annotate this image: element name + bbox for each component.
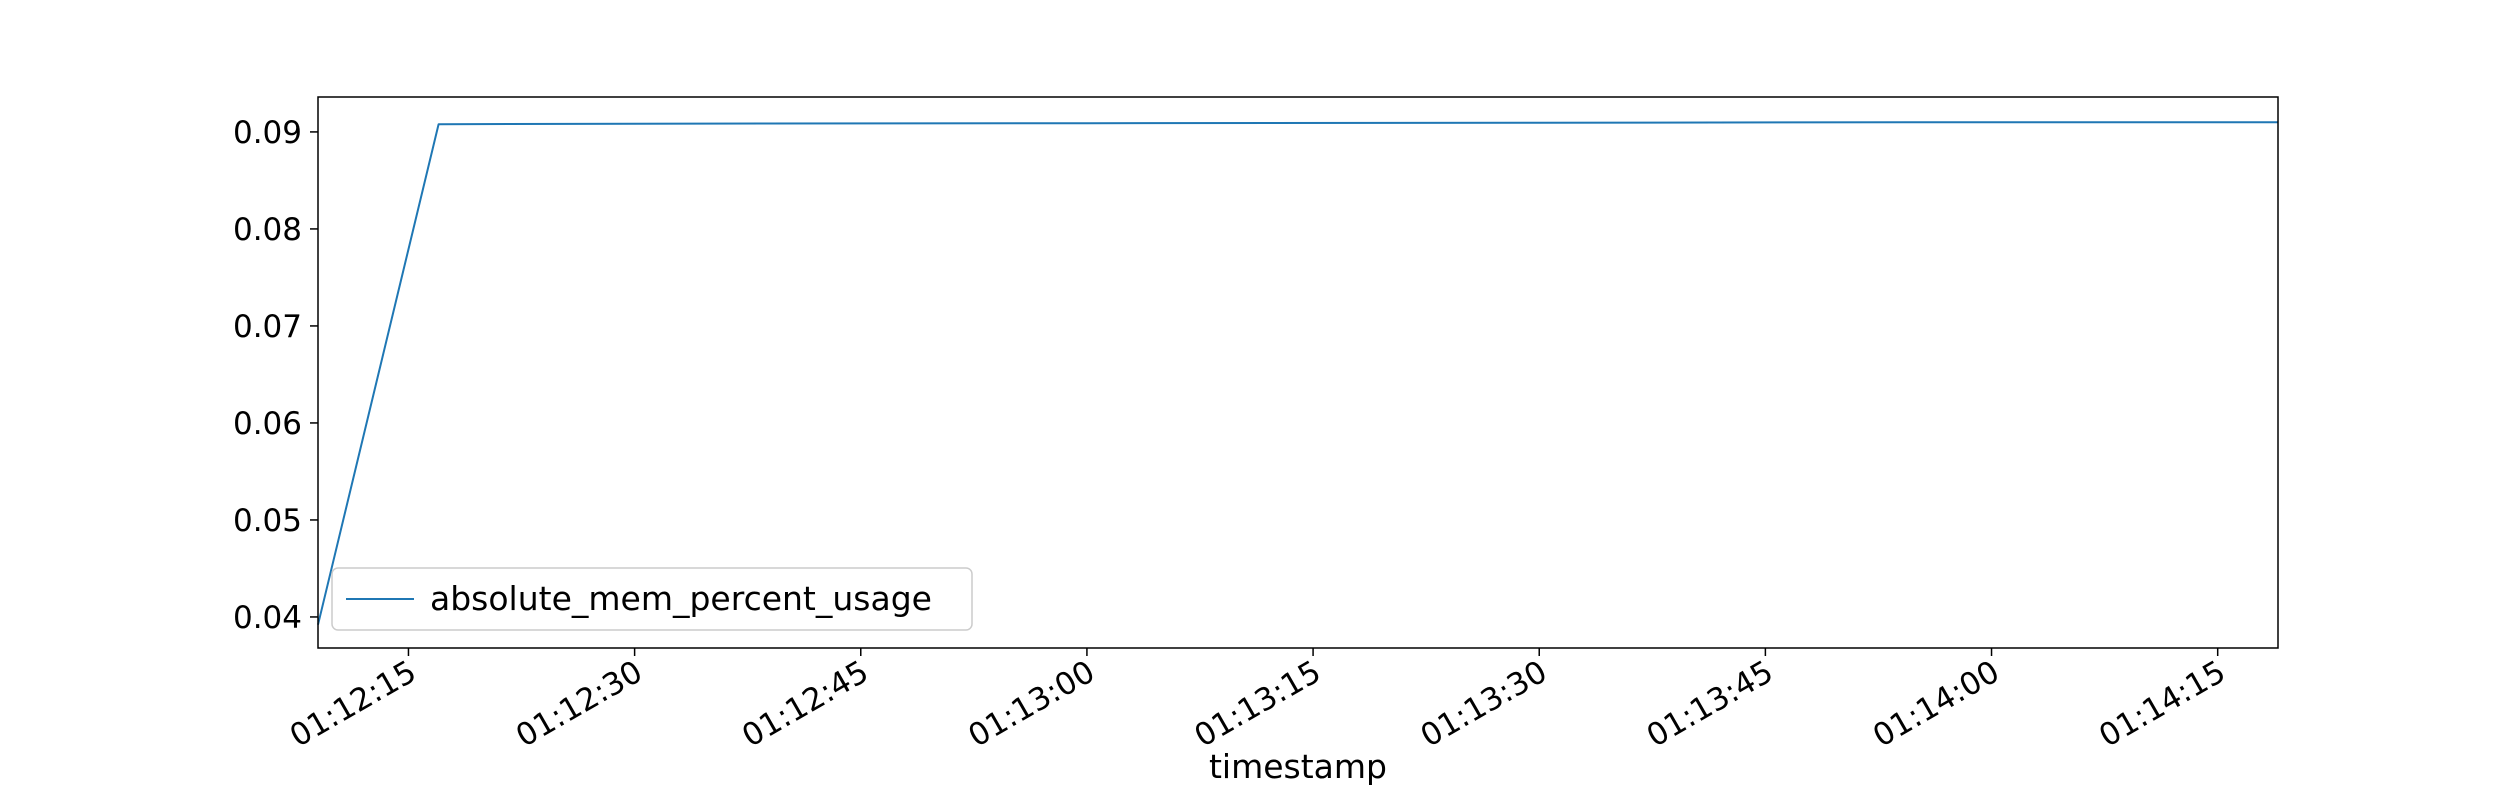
series-layer	[317, 121, 2278, 625]
x-tick-label: 01:13:45	[1641, 654, 1780, 755]
x-axis-label: timestamp	[1209, 747, 1387, 786]
series-line	[317, 121, 2278, 625]
plot-area-frame	[317, 96, 2279, 649]
x-tick-label: 01:12:30	[510, 654, 649, 755]
y-tick-label: 0.06	[233, 406, 302, 442]
x-tick-label: 01:14:15	[2093, 654, 2232, 755]
x-tick-label: 01:13:30	[1415, 654, 1554, 755]
y-tick-label: 0.07	[233, 309, 302, 345]
x-tick-label: 01:12:15	[284, 654, 423, 755]
y-axis: 0.04 0.05 0.06 0.07 0.08 0.09	[233, 115, 318, 636]
x-tick-label: 01:14:00	[1867, 654, 2006, 755]
x-tick-label: 01:12:45	[736, 654, 875, 755]
y-tick-label: 0.05	[233, 503, 302, 539]
y-tick-label: 0.09	[233, 115, 302, 151]
legend-box	[331, 567, 973, 631]
y-tick-label: 0.04	[233, 600, 302, 636]
y-tick-label: 0.08	[233, 212, 302, 248]
legend-entry-label: absolute_mem_percent_usage	[430, 579, 932, 618]
x-tick-label: 01:13:15	[1188, 654, 1327, 755]
x-tick-label: 01:13:00	[962, 654, 1101, 755]
legend: absolute_mem_percent_usage	[331, 567, 973, 631]
x-axis: 01:12:15 01:12:30 01:12:45 01:13:00 01:13:15…	[284, 648, 2232, 755]
